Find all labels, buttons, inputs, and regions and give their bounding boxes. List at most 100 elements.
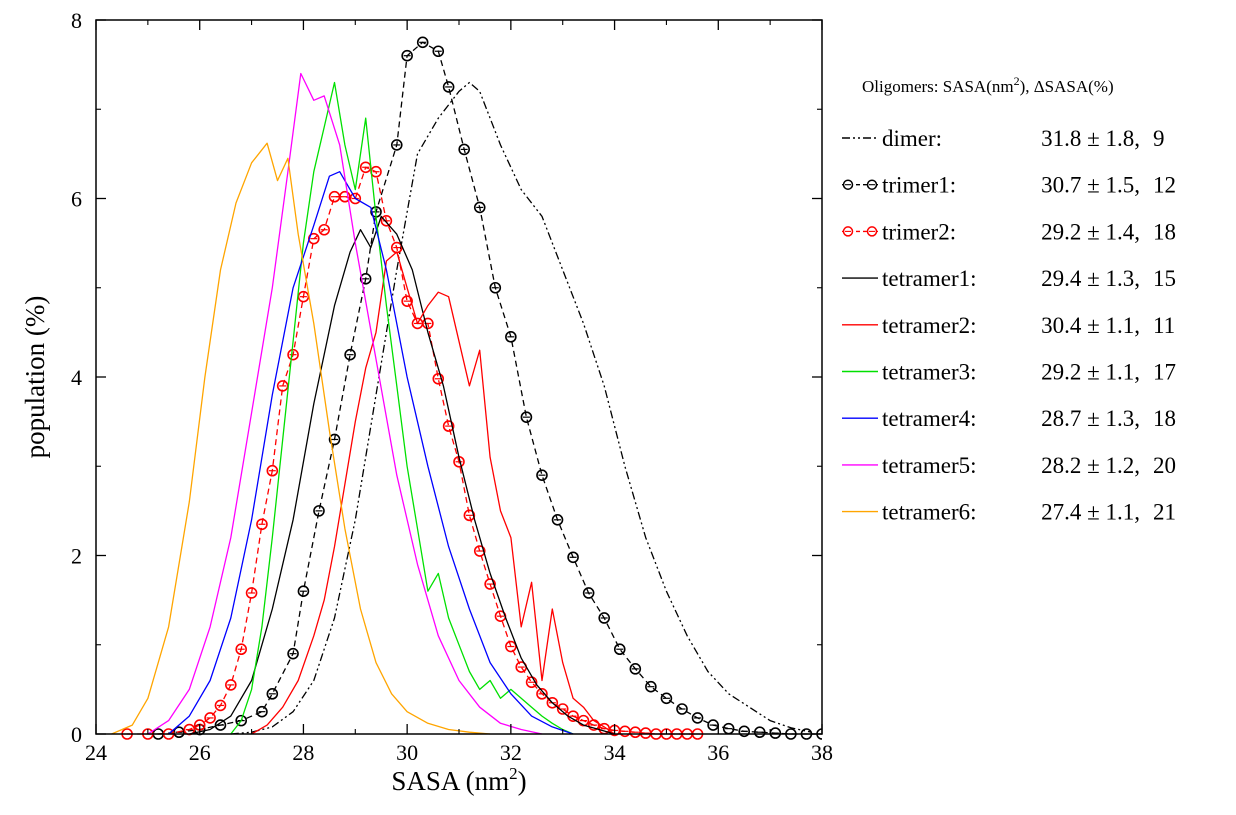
data-point xyxy=(613,643,626,656)
legend-label: dimer: xyxy=(882,126,942,151)
legend-value: 29.2 ± 1.1, xyxy=(1041,360,1140,385)
data-point xyxy=(235,714,247,727)
data-point xyxy=(582,587,595,599)
series-line xyxy=(158,41,822,735)
legend-item: dimer: 31.8 ± 1.8, 9 xyxy=(842,126,1165,151)
data-point xyxy=(463,509,476,522)
x-tick-label: 26 xyxy=(189,740,211,765)
y-tick-label: 6 xyxy=(71,187,82,212)
x-tick-label: 38 xyxy=(811,740,833,765)
x-tick-label: 30 xyxy=(396,740,418,765)
legend-label: trimer1: xyxy=(882,173,956,198)
series-tetramer2 xyxy=(251,251,615,735)
data-point xyxy=(266,464,279,477)
data-point xyxy=(245,587,258,599)
data-point xyxy=(489,281,502,294)
data-point xyxy=(556,703,569,715)
legend-delta: 12 xyxy=(1153,173,1176,198)
series-line xyxy=(189,215,615,735)
legend-label: tetramer4: xyxy=(882,406,977,431)
data-point xyxy=(432,45,445,58)
y-axis-title: population (%) xyxy=(20,296,50,459)
data-point xyxy=(645,680,657,693)
data-point xyxy=(359,273,372,285)
x-tick-label: 32 xyxy=(500,740,522,765)
series-tetramer6 xyxy=(111,142,491,735)
x-tick-label: 28 xyxy=(292,740,314,765)
legend-label: tetramer3: xyxy=(882,360,977,385)
data-point xyxy=(256,705,268,718)
legend-value: 28.2 ± 1.2, xyxy=(1041,453,1140,478)
data-point xyxy=(401,295,413,307)
legend-item: trimer2: 29.2 ± 1.4, 18 xyxy=(842,219,1176,244)
data-point xyxy=(214,719,227,731)
legend-item: tetramer6: 27.4 ± 1.1, 21 xyxy=(842,500,1176,525)
series-tetramer5 xyxy=(147,72,543,735)
data-point xyxy=(738,725,751,738)
data-point xyxy=(318,223,330,236)
legend-label: tetramer1: xyxy=(882,266,977,291)
legend-value: 28.7 ± 1.3, xyxy=(1041,406,1140,431)
data-point xyxy=(505,640,517,653)
legend-delta: 20 xyxy=(1153,453,1176,478)
data-point xyxy=(235,643,247,656)
data-point xyxy=(458,143,470,156)
legend-delta: 17 xyxy=(1153,360,1176,385)
legend-item: tetramer4: 28.7 ± 1.3, 18 xyxy=(842,406,1176,431)
data-point xyxy=(313,505,325,517)
series-tetramer4 xyxy=(168,171,574,735)
legend-delta: 15 xyxy=(1153,266,1176,291)
legend-value: 31.8 ± 1.8, xyxy=(1041,126,1140,151)
legend-label: trimer2: xyxy=(882,219,956,244)
x-tick-label: 36 xyxy=(707,740,729,765)
data-point xyxy=(276,380,289,392)
series-line xyxy=(147,72,543,735)
series-line xyxy=(230,81,812,735)
data-point xyxy=(214,699,227,712)
x-tick-label: 24 xyxy=(85,740,107,765)
legend-label: tetramer5: xyxy=(882,453,977,478)
data-point xyxy=(520,411,533,423)
data-point xyxy=(287,647,299,660)
legend: Oligomers: SASA(nm2), ΔSASA(%) dimer: 31.… xyxy=(842,74,1176,525)
y-tick-label: 2 xyxy=(71,544,82,569)
legend-value: 29.4 ± 1.3, xyxy=(1041,266,1140,291)
data-point xyxy=(536,688,548,700)
legend-item: trimer1: 30.7 ± 1.5, 12 xyxy=(842,173,1176,198)
data-point xyxy=(676,703,688,715)
data-point xyxy=(546,696,559,709)
data-point xyxy=(225,679,237,691)
data-point xyxy=(442,81,455,93)
legend-value: 29.2 ± 1.4, xyxy=(1041,219,1140,244)
legend-delta: 9 xyxy=(1153,126,1165,151)
data-point xyxy=(328,433,341,446)
y-tick-label: 0 xyxy=(71,722,82,747)
y-tick-label: 4 xyxy=(71,365,82,390)
legend-item: tetramer1: 29.4 ± 1.3, 15 xyxy=(842,266,1176,291)
data-point xyxy=(204,712,216,724)
legend-value: 27.4 ± 1.1, xyxy=(1041,500,1140,525)
data-point xyxy=(297,585,310,598)
data-point xyxy=(401,49,413,62)
data-point xyxy=(505,331,517,343)
series-tetramer3 xyxy=(230,81,574,735)
x-axis-title: SASA (nm2) xyxy=(391,764,526,796)
data-point xyxy=(473,545,486,557)
data-point xyxy=(629,663,642,675)
legend-label: tetramer6: xyxy=(882,500,977,525)
series-line xyxy=(168,171,574,735)
data-point xyxy=(344,348,356,361)
series-tetramer1 xyxy=(189,215,615,735)
legend-value: 30.7 ± 1.5, xyxy=(1041,173,1140,198)
series-trimer1 xyxy=(152,36,822,740)
data-point xyxy=(598,612,611,624)
series-line xyxy=(127,166,698,735)
data-point xyxy=(473,201,486,214)
data-point xyxy=(536,469,548,481)
data-point xyxy=(551,513,564,526)
data-point xyxy=(660,692,673,705)
legend-title: Oligomers: SASA(nm2), ΔSASA(%) xyxy=(862,74,1114,96)
data-point xyxy=(266,688,279,700)
